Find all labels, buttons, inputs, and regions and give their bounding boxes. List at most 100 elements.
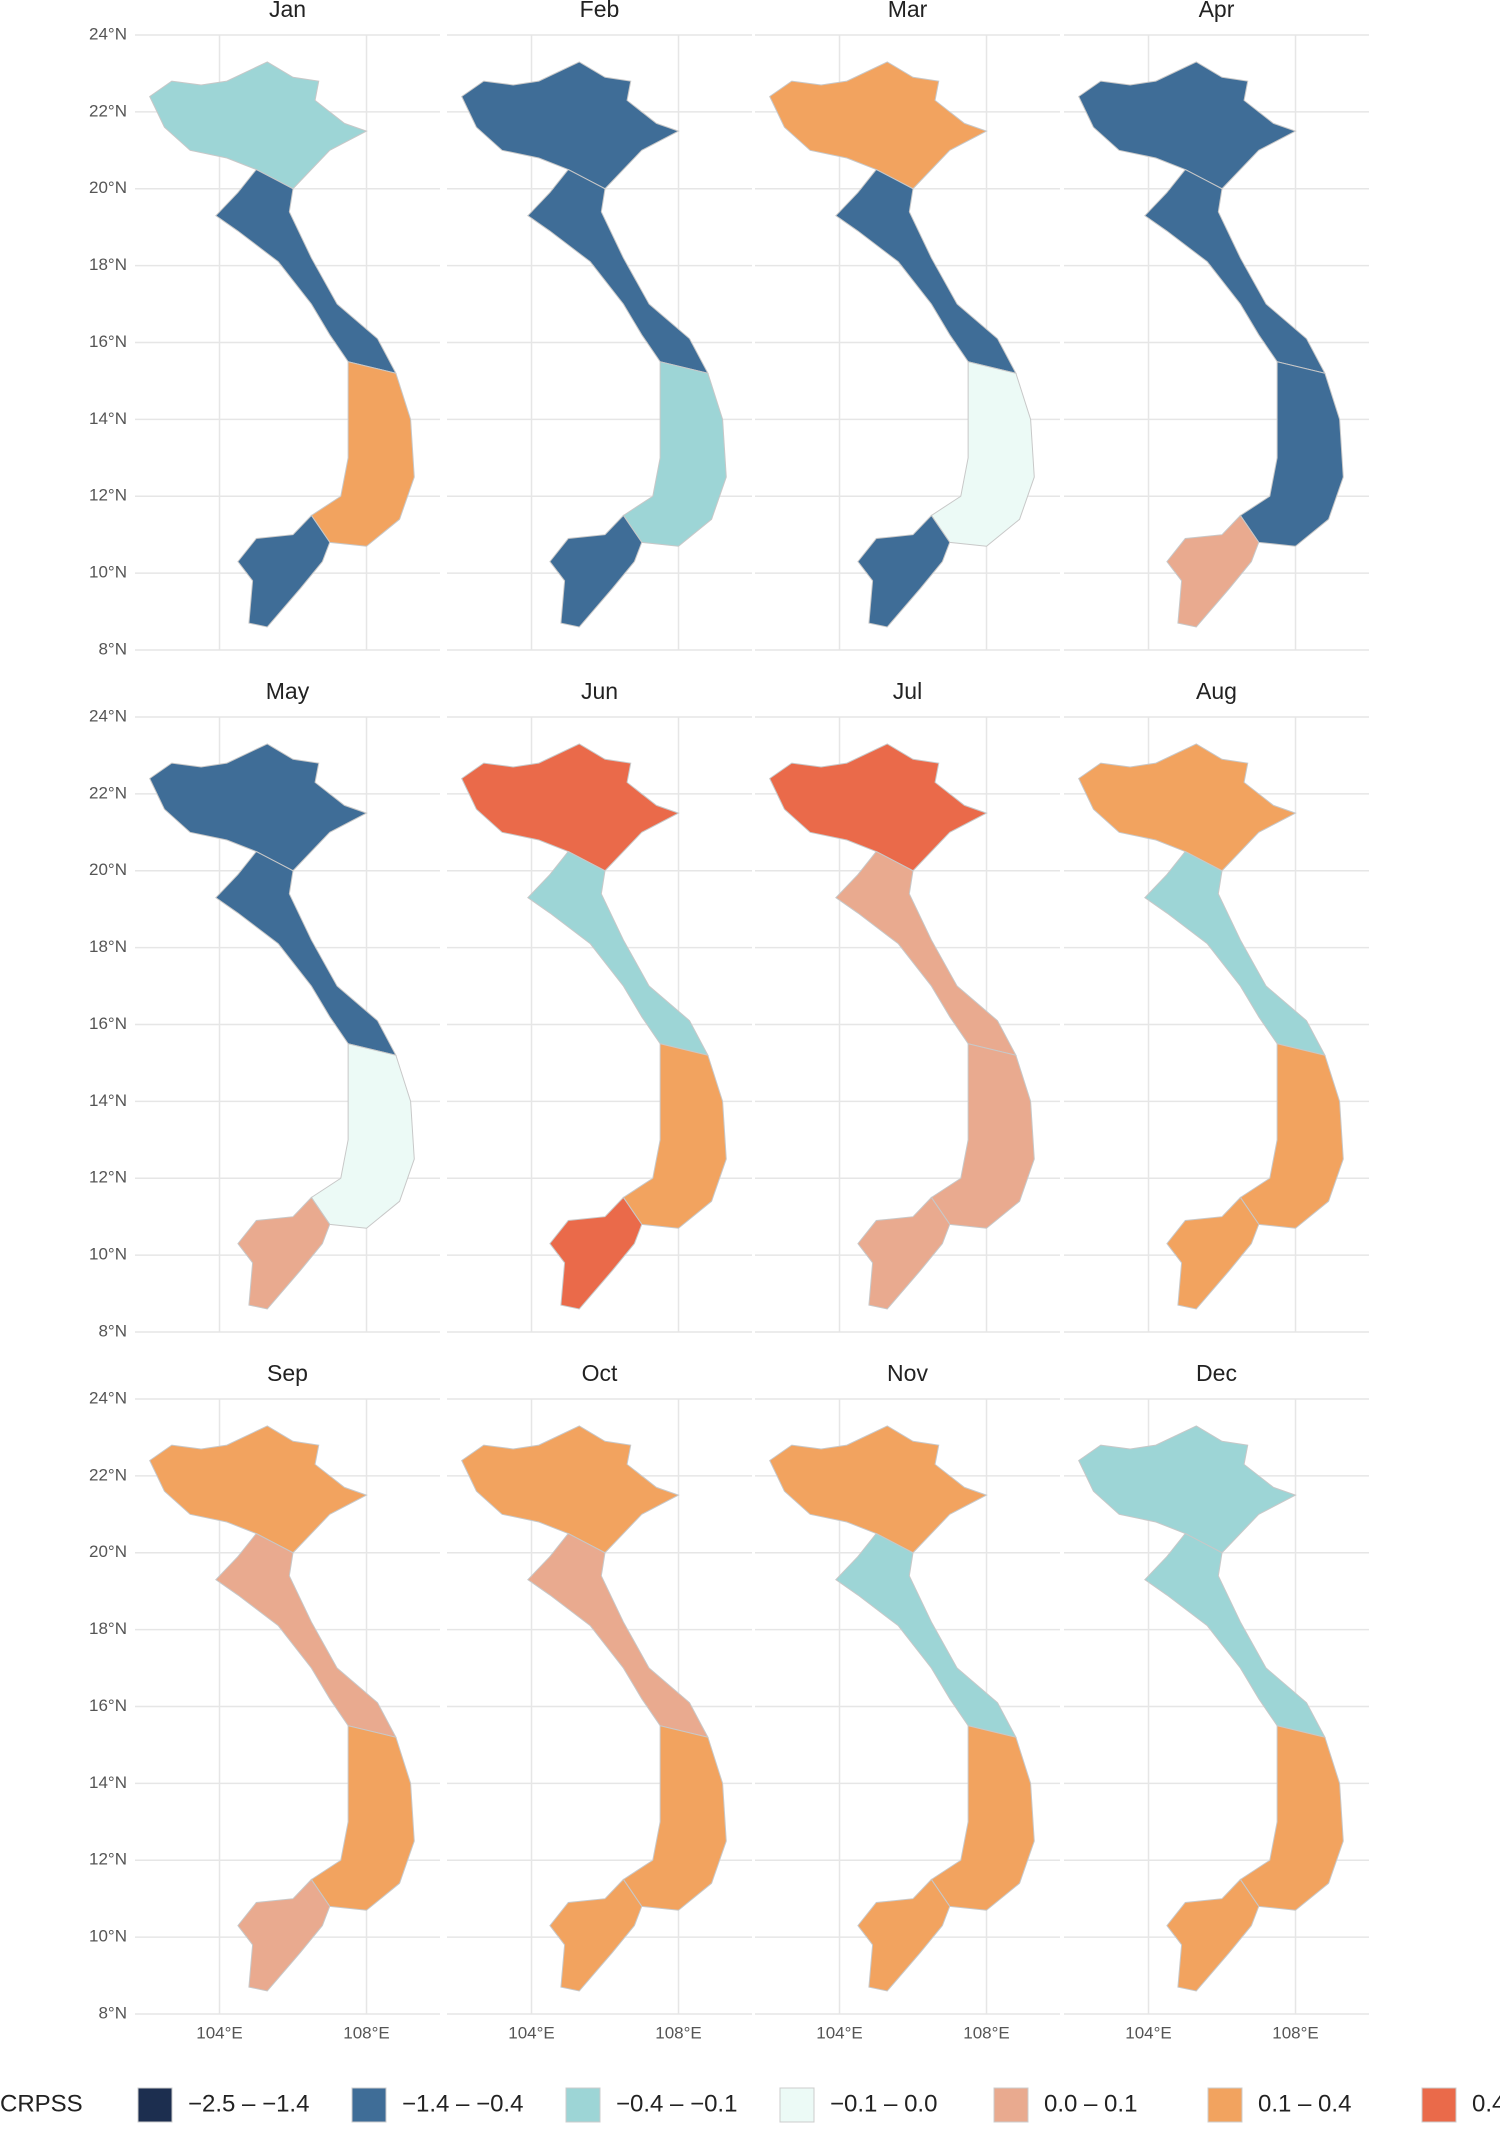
legend-swatch (137, 2087, 173, 2123)
y-tick-label: 14°N (89, 1773, 127, 1792)
region (622, 1725, 727, 1911)
region (1166, 514, 1260, 628)
region (149, 61, 368, 190)
legend-label: −0.1 – 0.0 (830, 2090, 937, 2117)
map-panel: Apr (1064, 0, 1369, 651)
x-tick-label: 104°E (1125, 2023, 1172, 2042)
region (461, 743, 680, 872)
x-tick-label: 108°E (343, 2023, 390, 2042)
x-tick-label: 108°E (1272, 2023, 1319, 2042)
legend-label: 0.1 – 0.4 (1258, 2090, 1351, 2117)
region (549, 1878, 643, 1992)
region (835, 1532, 1017, 1738)
map-panel: Oct 104°E 108°E (447, 1360, 752, 2042)
panel-title: Mar (888, 0, 928, 22)
y-tick-label: 18°N (89, 937, 127, 956)
y-tick-label: 24°N (89, 706, 127, 725)
y-tick-label: 24°N (89, 1388, 127, 1407)
region (527, 850, 709, 1056)
map-panel: May 8°N 10°N 12°N 14°N 16°N 18°N 20°N 22°N 24°N (89, 678, 440, 1340)
region (769, 1425, 988, 1554)
legend-label: −2.5 – −1.4 (188, 2090, 309, 2117)
y-tick-label: 20°N (89, 860, 127, 879)
region (622, 1043, 727, 1229)
region (461, 1425, 680, 1554)
region (930, 361, 1035, 547)
region (461, 61, 680, 190)
y-tick-label: 16°N (89, 1014, 127, 1033)
region (1078, 1425, 1297, 1554)
region (930, 1043, 1035, 1229)
region (527, 1532, 709, 1738)
region (237, 514, 331, 628)
y-tick-label: 22°N (89, 1465, 127, 1484)
map-panel: Aug (1064, 678, 1369, 1333)
y-tick-label: 10°N (89, 1927, 127, 1946)
region (310, 1043, 415, 1229)
y-tick-label: 10°N (89, 563, 127, 582)
map-panel: Sep 8°N 10°N 12°N 14°N 16°N 18°N 20°N 22°N 24°N 10… (89, 1360, 440, 2042)
y-tick-label: 20°N (89, 178, 127, 197)
legend-swatch (565, 2087, 601, 2123)
panel-title: Nov (887, 1360, 928, 1386)
region (769, 61, 988, 190)
panel-title: Jun (581, 678, 618, 704)
legend-label: −1.4 – −0.4 (402, 2090, 523, 2117)
y-tick-label: 12°N (89, 486, 127, 505)
region (835, 850, 1017, 1056)
region (1239, 361, 1344, 547)
region (1144, 850, 1326, 1056)
y-tick-label: 12°N (89, 1168, 127, 1187)
region (1078, 743, 1297, 872)
y-tick-label: 8°N (98, 1321, 127, 1340)
y-tick-label: 24°N (89, 24, 127, 43)
legend-label: 0.0 – 0.1 (1044, 2090, 1137, 2117)
legend-title: CRPSS (0, 2090, 83, 2117)
legend-label: −0.4 – −0.1 (616, 2090, 737, 2117)
region (930, 1725, 1035, 1911)
y-tick-label: 8°N (98, 2003, 127, 2022)
panel-title: Sep (267, 1360, 308, 1386)
region (215, 1532, 397, 1738)
region (1144, 1532, 1326, 1738)
x-tick-label: 108°E (655, 2023, 702, 2042)
panel-title: May (266, 678, 310, 704)
y-tick-label: 14°N (89, 1091, 127, 1110)
region (1239, 1043, 1344, 1229)
legend-swatch (779, 2087, 815, 2123)
y-tick-label: 14°N (89, 409, 127, 428)
map-panel: Mar (755, 0, 1060, 651)
region (857, 1196, 951, 1310)
y-tick-label: 22°N (89, 783, 127, 802)
x-tick-label: 104°E (508, 2023, 555, 2042)
region (149, 743, 368, 872)
region (237, 1878, 331, 1992)
region (1144, 168, 1326, 374)
map-panel: Jan 8°N 10°N 12°N 14°N 16°N 18°N 20°N 22°N 24°N (89, 0, 440, 658)
panel-title: Oct (582, 1360, 618, 1386)
region (237, 1196, 331, 1310)
legend-label: 0.4 – 1.0 (1472, 2090, 1500, 2117)
y-tick-label: 18°N (89, 255, 127, 274)
region (1078, 61, 1297, 190)
y-tick-label: 12°N (89, 1850, 127, 1869)
legend-swatch (1421, 2087, 1457, 2123)
map-panel: Nov 104°E 108°E (755, 1360, 1060, 2042)
y-tick-label: 8°N (98, 639, 127, 658)
region (857, 514, 951, 628)
y-tick-label: 16°N (89, 332, 127, 351)
panel-title: Jul (893, 678, 922, 704)
map-panel: Jun (447, 678, 752, 1333)
panel-title: Feb (580, 0, 620, 22)
region (527, 168, 709, 374)
region (215, 168, 397, 374)
panel-title: Apr (1199, 0, 1235, 22)
region (215, 850, 397, 1056)
region (769, 743, 988, 872)
region (1166, 1878, 1260, 1992)
panel-title: Aug (1196, 678, 1237, 704)
panel-title: Dec (1196, 1360, 1237, 1386)
region (622, 361, 727, 547)
region (1239, 1725, 1344, 1911)
region (549, 514, 643, 628)
